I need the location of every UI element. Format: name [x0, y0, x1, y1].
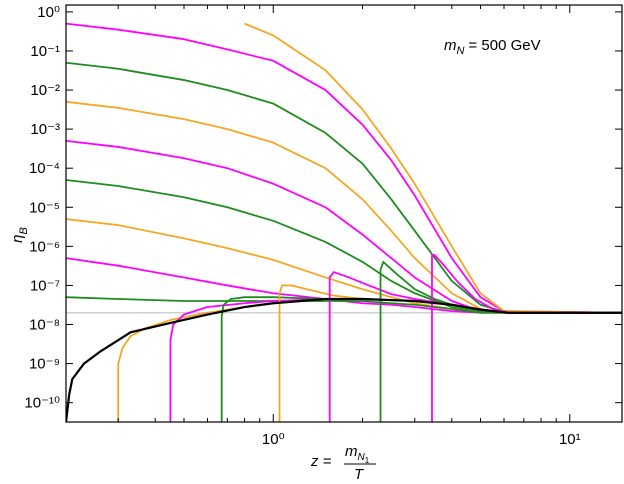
x-label-num: m: [345, 443, 358, 460]
curve: [66, 22, 622, 314]
curve: [379, 261, 622, 422]
x-tick-label: 10⁰: [262, 431, 285, 448]
curve: [66, 139, 622, 314]
curve: [66, 257, 622, 314]
plot-frame: [65, 4, 623, 423]
y-label-sub: B: [18, 227, 30, 234]
y-tick-label: 10⁻⁷: [30, 277, 60, 294]
x-label-denominator: T: [354, 466, 365, 483]
x-label-lhs: z =: [310, 453, 332, 470]
y-axis-label: ηB: [9, 227, 30, 243]
curve: [328, 271, 622, 422]
y-tick-label: 10⁻⁶: [29, 238, 60, 255]
annotation-text: = 500 GeV: [468, 37, 540, 54]
curve: [66, 61, 622, 314]
x-label-num-subsub: 1: [365, 456, 370, 465]
y-tick-label: 10⁻⁸: [29, 317, 60, 334]
plot-area: [66, 22, 622, 422]
curve: [66, 179, 622, 314]
x-label-lhs-text: z =: [310, 453, 332, 470]
curve: [66, 100, 622, 314]
y-tick-label: 10⁻¹: [30, 43, 60, 60]
y-tick-label: 10⁻⁵: [29, 199, 60, 216]
annotation-sub: N: [457, 45, 465, 57]
y-tick-label: 10⁻³: [30, 121, 60, 138]
annotation: mN = 500 GeV: [444, 37, 541, 57]
y-tick-label: 10⁻⁴: [29, 160, 60, 177]
curve: [66, 296, 622, 314]
y-label-symbol: η: [9, 235, 26, 243]
curve: [169, 298, 622, 422]
y-tick-label: 10⁻²: [30, 82, 60, 99]
curve: [244, 22, 622, 314]
x-tick-label: 10¹: [559, 431, 581, 448]
curve: [431, 254, 622, 422]
y-tick-label: 10⁻¹⁰: [24, 395, 60, 412]
y-tick-label: 10⁻⁹: [29, 356, 60, 373]
annotation-symbol: m: [444, 37, 457, 54]
x-label-numerator: mN1: [345, 443, 370, 465]
x-label-num-sub: N: [358, 452, 366, 463]
curve: [66, 297, 622, 422]
curve: [220, 296, 622, 422]
y-tick-label: 10⁰: [37, 4, 60, 21]
